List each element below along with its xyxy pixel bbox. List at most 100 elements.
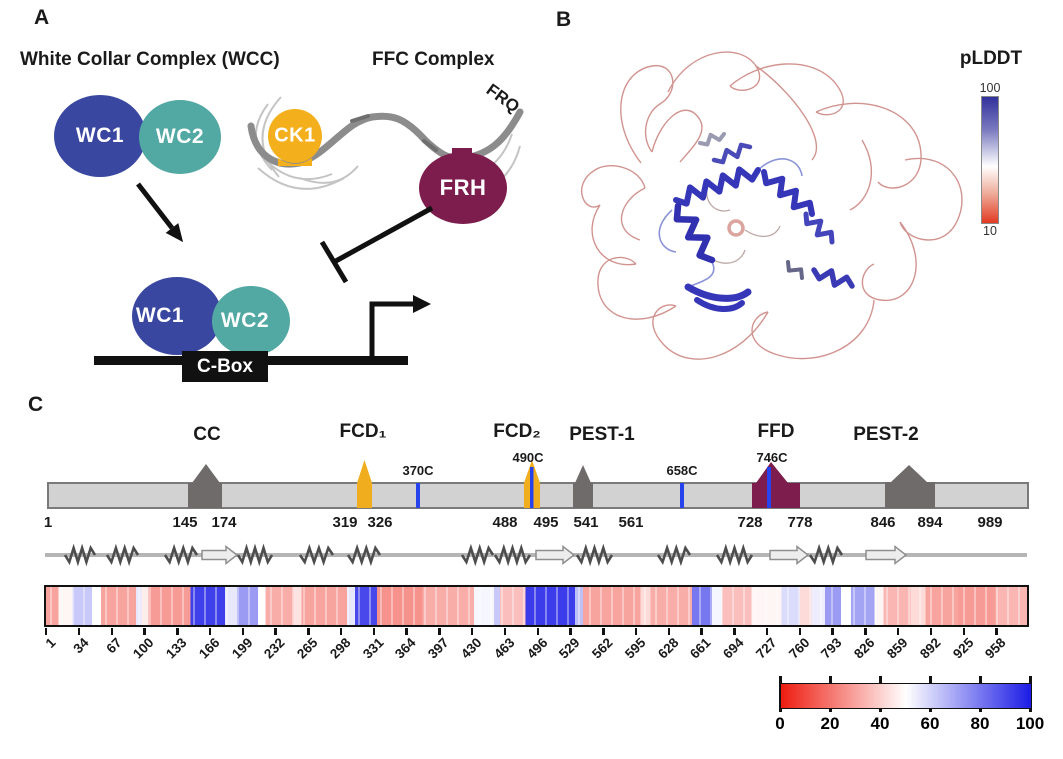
- plddt-min-label: 10: [983, 224, 997, 238]
- frh-oval: [419, 152, 507, 224]
- domain-position-label: 1: [43, 514, 53, 531]
- heatmap-tick: [503, 628, 507, 635]
- heatmap-tick: [339, 628, 343, 635]
- domain-pest2-shape: [885, 465, 935, 508]
- ss-strand-arrow: [535, 544, 576, 566]
- heatmap-tick: [143, 628, 146, 635]
- ss-helix: [236, 543, 274, 567]
- panel-c-label: C: [28, 393, 44, 416]
- frh-label: FRH: [439, 175, 487, 200]
- heatmap-tick: [667, 628, 671, 635]
- domain-position-label: 541: [573, 514, 599, 531]
- ck1-label: CK1: [274, 124, 316, 147]
- heatmap-tick: [176, 628, 179, 635]
- wc2-oval: [139, 100, 221, 174]
- domain-position-label: 326: [367, 514, 393, 531]
- plddt-heatmap-strip: [44, 585, 1029, 627]
- domain-position-label: 319: [332, 514, 358, 531]
- domain-fcd2-label: FCD₂: [493, 421, 541, 442]
- site-658c-label: 658C: [666, 463, 698, 478]
- heatmap-tick: [831, 628, 834, 635]
- low-confidence-blob: [727, 219, 745, 237]
- heatmap-tick: [44, 628, 48, 635]
- heatmap-tick: [77, 628, 81, 635]
- colorbar-tick-label: 60: [920, 714, 940, 733]
- heatmap-tick: [110, 628, 114, 635]
- site-370c-tick: [416, 483, 420, 508]
- domain-fcd1-shape: [357, 460, 372, 508]
- domain-position-label: 989: [977, 514, 1003, 531]
- cbox-rect: [182, 351, 268, 382]
- transcription-arrow: [369, 295, 431, 357]
- heatmap-tick: [241, 628, 245, 635]
- ribbon-helix: [786, 260, 804, 280]
- domain-position-label: 174: [211, 514, 237, 531]
- heatmap-tick: [602, 628, 605, 635]
- ss-helix: [808, 543, 844, 567]
- domain-ffd-label: FFD: [757, 421, 795, 442]
- frq-backbone-marks: [350, 114, 438, 152]
- site-370c-label: 370C: [402, 463, 434, 478]
- ck1-disorder-arcs: [254, 96, 359, 190]
- wc1-bound-oval: [132, 277, 222, 355]
- heatmap-tick: [798, 628, 802, 635]
- heatmap-tick: [470, 628, 474, 635]
- ss-helix: [63, 543, 97, 567]
- wc2-bound-label: WC2: [220, 309, 270, 332]
- heatmap-tick: [307, 628, 310, 635]
- colorbar-tick-label: 40: [870, 714, 890, 733]
- panel-a-label: A: [34, 6, 50, 29]
- heatmap-tick: [405, 628, 408, 635]
- ribbon-helix: [811, 267, 855, 289]
- wc1-label: WC1: [75, 124, 125, 147]
- domain-ffd-shape: [752, 462, 800, 508]
- ribbon-helix: [761, 169, 815, 217]
- colorbar-tick-label: 0: [775, 714, 785, 733]
- ss-helix: [346, 543, 382, 567]
- domain-position-label: 728: [737, 514, 763, 531]
- ss-strand-arrow: [769, 544, 810, 566]
- ss-strand-arrow: [201, 544, 239, 566]
- ss-helix: [493, 543, 532, 567]
- heatmap-tick: [733, 628, 736, 635]
- site-490c-tick: [530, 467, 534, 508]
- site-658c-tick: [680, 483, 684, 508]
- ribbon-helix: [673, 202, 716, 264]
- heatmap-tick: [864, 628, 867, 635]
- heatmap-tick: [700, 628, 703, 635]
- heatmap-tick: [929, 628, 933, 635]
- heatmap-tick: [634, 628, 638, 635]
- heatmap-tick: [765, 628, 769, 635]
- domain-cc-shape: [188, 464, 222, 508]
- domain-position-label: 488: [492, 514, 518, 531]
- ffc-title: FFC Complex: [372, 49, 495, 70]
- ss-helix: [298, 543, 335, 567]
- panel-c-graphics: [45, 460, 1029, 567]
- domain-fcd1-label: FCD₁: [339, 421, 387, 442]
- cbox-label: C-Box: [197, 356, 253, 377]
- ribbon-helix: [803, 211, 835, 245]
- heatmap-tick: [962, 628, 966, 635]
- wc2-bound-oval: [212, 286, 290, 356]
- wc2-label: WC2: [155, 125, 205, 148]
- colorbar-tick-label: 100: [1015, 714, 1045, 733]
- heatmap-tick: [372, 628, 376, 635]
- domain-fcd2-shape: [524, 460, 540, 508]
- panel-b-graphics: [581, 51, 963, 360]
- secondary-structure-elements: [63, 543, 908, 567]
- heatmap-tick: [896, 628, 900, 635]
- ribbon-helix: [698, 132, 726, 147]
- inhibition-tbar: [319, 205, 434, 284]
- protein-strands: [684, 283, 752, 312]
- domain-pest1-label: PEST-1: [569, 424, 635, 445]
- plddt-max-label: 100: [979, 81, 1001, 95]
- heatmap-tick: [536, 628, 540, 635]
- heatmap-tick: [569, 628, 572, 635]
- heatmap-tick: [274, 628, 277, 635]
- ck1-circle: [268, 109, 322, 163]
- wc1-bound-label: WC1: [135, 304, 185, 327]
- domain-position-label: 561: [618, 514, 644, 531]
- protein-helices: [673, 132, 855, 289]
